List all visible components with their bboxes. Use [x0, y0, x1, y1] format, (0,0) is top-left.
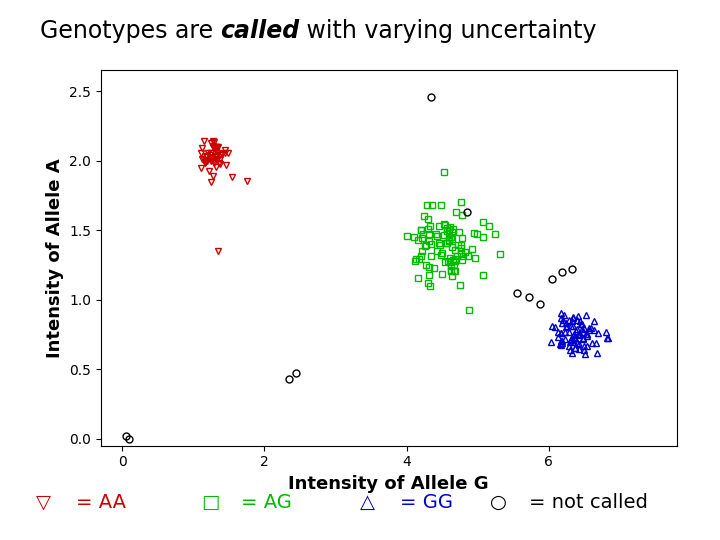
- Text: = GG: = GG: [400, 492, 453, 512]
- X-axis label: Intensity of Allele G: Intensity of Allele G: [289, 475, 489, 493]
- Text: △: △: [360, 492, 375, 512]
- Text: = AG: = AG: [241, 492, 292, 512]
- Text: □: □: [202, 492, 220, 512]
- Y-axis label: Intensity of Allele A: Intensity of Allele A: [45, 158, 63, 357]
- Text: with varying uncertainty: with varying uncertainty: [300, 19, 597, 43]
- Text: ○: ○: [490, 492, 507, 512]
- Text: = not called: = not called: [529, 492, 648, 512]
- Text: called: called: [220, 19, 300, 43]
- Text: ▽: ▽: [36, 492, 51, 512]
- Text: = AA: = AA: [76, 492, 125, 512]
- Text: Genotypes are: Genotypes are: [40, 19, 220, 43]
